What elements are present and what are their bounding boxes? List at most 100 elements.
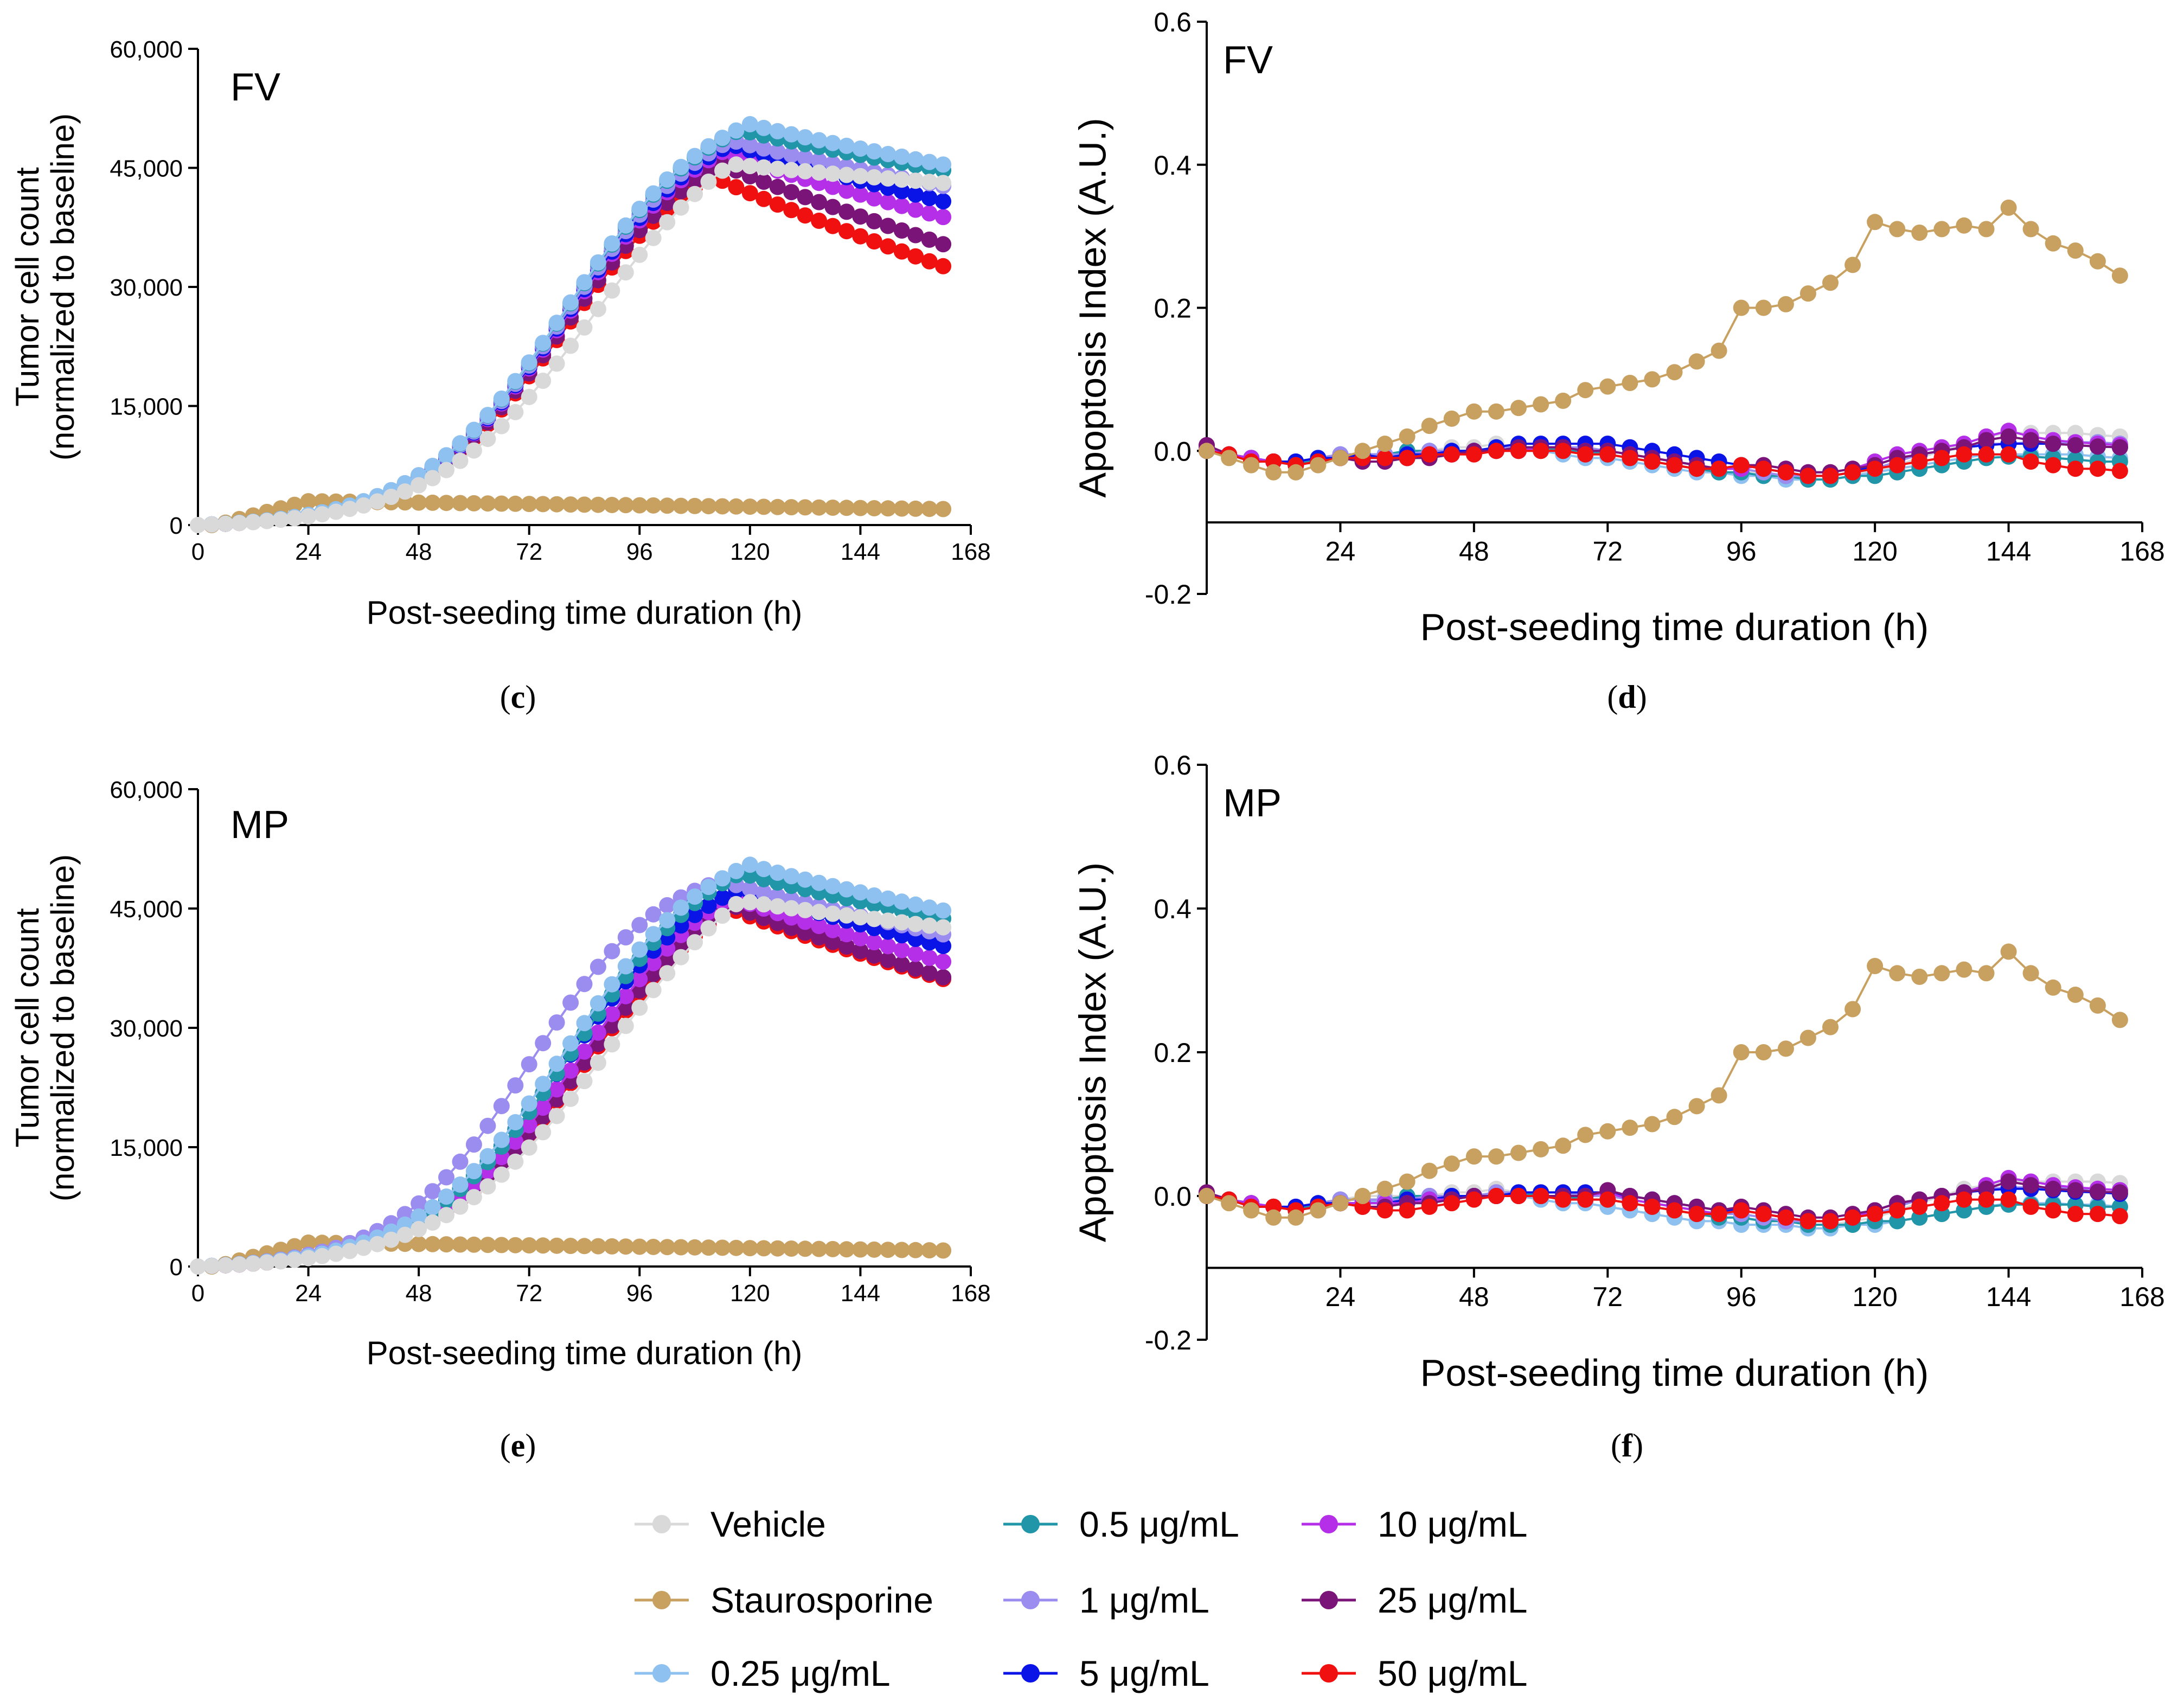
data-point bbox=[769, 498, 786, 515]
data-point bbox=[645, 966, 662, 983]
data-point bbox=[1288, 1209, 1304, 1226]
data-point bbox=[576, 496, 593, 513]
data-point bbox=[1755, 460, 1772, 477]
data-point bbox=[714, 162, 731, 179]
data-point bbox=[645, 1238, 662, 1255]
data-point bbox=[824, 905, 841, 922]
data-point bbox=[314, 506, 330, 523]
data-point bbox=[921, 190, 938, 206]
x-tick-label: 96 bbox=[626, 539, 653, 565]
data-point bbox=[907, 960, 924, 977]
data-point bbox=[521, 1095, 537, 1112]
data-point bbox=[921, 174, 938, 190]
data-point bbox=[893, 956, 910, 973]
data-point bbox=[893, 500, 910, 517]
data-point bbox=[411, 1208, 427, 1225]
data-point bbox=[286, 1238, 303, 1255]
series-25-g-ml bbox=[197, 898, 952, 1274]
data-point bbox=[2067, 1182, 2084, 1199]
data-point bbox=[604, 976, 620, 993]
data-point bbox=[590, 300, 606, 317]
data-point bbox=[728, 498, 745, 515]
panel-letter: (e) bbox=[500, 1428, 536, 1463]
data-point bbox=[590, 1054, 606, 1071]
data-point bbox=[631, 917, 648, 933]
data-point bbox=[755, 498, 772, 515]
data-point bbox=[203, 1258, 220, 1274]
data-point bbox=[300, 508, 317, 525]
data-point bbox=[797, 901, 814, 918]
panel-letter: (c) bbox=[500, 679, 536, 715]
data-point bbox=[2000, 199, 2017, 216]
data-point bbox=[893, 171, 910, 188]
data-point bbox=[1533, 1141, 1549, 1157]
data-point bbox=[452, 452, 469, 469]
data-point bbox=[576, 1073, 593, 1090]
data-point bbox=[1599, 1191, 1616, 1208]
data-point bbox=[797, 499, 814, 516]
y-tick-label: 60,000 bbox=[110, 777, 183, 803]
data-point bbox=[631, 497, 648, 514]
data-point bbox=[728, 122, 745, 139]
data-point bbox=[645, 185, 662, 202]
data-point bbox=[714, 890, 731, 906]
data-point bbox=[2111, 463, 2128, 479]
data-point bbox=[741, 856, 758, 873]
data-point bbox=[1488, 1188, 1504, 1204]
series-1-g-ml bbox=[197, 133, 952, 533]
data-point bbox=[300, 493, 317, 510]
data-point bbox=[921, 501, 938, 517]
data-point bbox=[2045, 457, 2061, 474]
data-point bbox=[424, 470, 441, 487]
data-point bbox=[617, 217, 634, 234]
data-point bbox=[797, 163, 814, 180]
y-tick-label: 0.2 bbox=[1154, 1038, 1192, 1068]
data-point bbox=[824, 178, 841, 195]
x-tick-label: 48 bbox=[1459, 536, 1489, 567]
legend-item: 1 μg/mL bbox=[1003, 1580, 1209, 1620]
data-point bbox=[755, 174, 772, 190]
data-point bbox=[548, 315, 565, 331]
data-point bbox=[2067, 242, 2084, 259]
panel-title: FV bbox=[1223, 39, 1273, 82]
data-point bbox=[617, 988, 634, 1005]
data-point bbox=[1911, 453, 1928, 470]
y-tick-label: 0.4 bbox=[1154, 150, 1192, 181]
data-point bbox=[783, 499, 800, 516]
data-point bbox=[673, 899, 689, 916]
data-point bbox=[755, 896, 772, 913]
y-tick-label: 0.2 bbox=[1154, 293, 1192, 324]
data-point bbox=[811, 132, 828, 149]
data-point bbox=[811, 194, 828, 210]
data-point bbox=[797, 129, 814, 146]
data-point bbox=[880, 951, 896, 968]
data-point bbox=[259, 513, 276, 529]
data-point bbox=[1488, 443, 1504, 459]
data-point bbox=[562, 294, 579, 311]
data-point bbox=[1777, 464, 1794, 481]
y-tick-label: 0.0 bbox=[1154, 436, 1192, 466]
data-point bbox=[687, 186, 703, 202]
data-point bbox=[1867, 1206, 1884, 1223]
data-point bbox=[1777, 1040, 1794, 1057]
data-point bbox=[645, 229, 662, 246]
data-point bbox=[866, 911, 882, 928]
data-point bbox=[1465, 446, 1482, 463]
data-point bbox=[921, 205, 938, 222]
data-point bbox=[1599, 446, 1616, 463]
data-point bbox=[1666, 1202, 1683, 1219]
data-point bbox=[2022, 432, 2039, 449]
data-point bbox=[411, 1221, 427, 1237]
y-tick-label: 15,000 bbox=[110, 1135, 183, 1161]
data-point bbox=[880, 890, 896, 907]
data-point bbox=[880, 500, 896, 517]
data-point bbox=[1755, 299, 1772, 316]
data-point bbox=[1799, 1029, 1816, 1046]
data-point bbox=[866, 143, 882, 159]
data-point bbox=[535, 335, 552, 351]
data-point bbox=[479, 1178, 496, 1195]
panel-d: -0.2 0.0 0.2 0.4 0.6 24 48 72 96 120 144 168 Post-se… bbox=[1071, 7, 2164, 715]
data-point bbox=[245, 514, 261, 530]
data-point bbox=[1265, 1209, 1282, 1226]
series-line bbox=[1206, 950, 2121, 1219]
